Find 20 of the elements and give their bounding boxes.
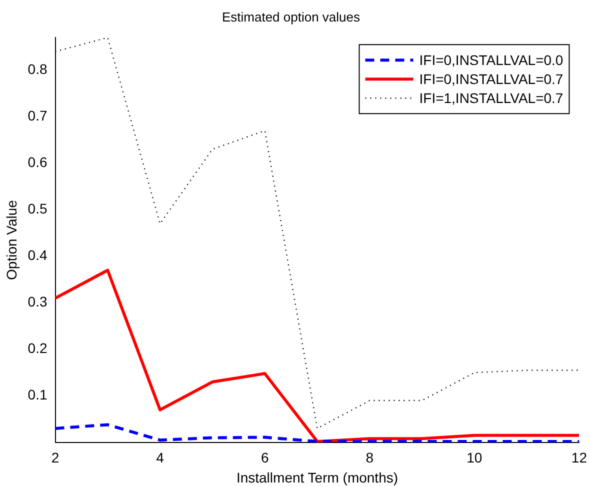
y-tick-label: 0.8 <box>28 61 48 78</box>
x-tick-label: 2 <box>51 450 60 466</box>
x-tick-label: 8 <box>366 450 374 466</box>
y-tick-label: 0.7 <box>28 108 48 124</box>
x-axis-title: Installment Term (months) <box>236 469 398 486</box>
x-tick-label: 10 <box>466 450 482 466</box>
y-tick-label: 0.3 <box>28 294 48 310</box>
y-tick-label: 0.4 <box>28 247 48 264</box>
legend-label: IFI=0,INSTALLVAL=0.7 <box>419 70 564 87</box>
legend-label: IFI=0,INSTALLVAL=0.0 <box>419 52 564 68</box>
y-tick-label: 0.6 <box>28 154 48 170</box>
y-axis-title: Option Value <box>3 200 20 280</box>
chart-title: Estimated option values <box>222 9 361 24</box>
x-tick-label: 6 <box>260 450 269 466</box>
y-tick-label: 0.5 <box>28 200 48 217</box>
legend-label: IFI=1,INSTALLVAL=0.7 <box>419 90 564 106</box>
x-tick-label: 4 <box>156 450 164 466</box>
y-tick-label: 0.1 <box>28 386 48 403</box>
x-tick-label: 12 <box>571 450 588 466</box>
y-tick-label: 0.2 <box>28 340 48 356</box>
